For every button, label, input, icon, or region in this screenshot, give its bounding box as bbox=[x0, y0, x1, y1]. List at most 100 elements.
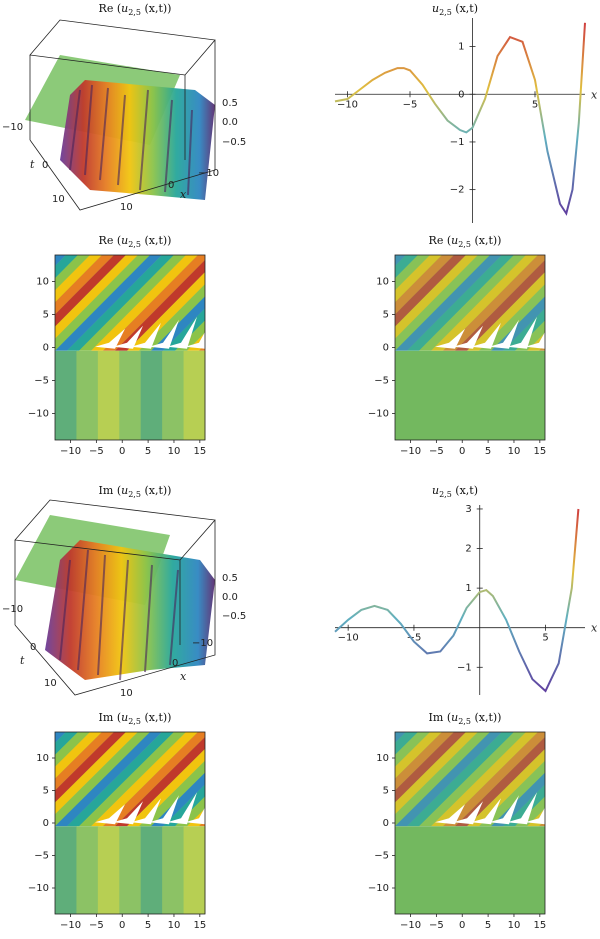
x-tick-label: −5 bbox=[429, 920, 444, 931]
white-spike bbox=[185, 331, 205, 349]
y-tick-label: 0 bbox=[383, 818, 389, 829]
stripe bbox=[103, 732, 205, 827]
stripe bbox=[275, 255, 382, 351]
y-tick-label: 1 bbox=[458, 42, 464, 53]
stripe bbox=[287, 255, 394, 351]
x-tick-label: −5 bbox=[89, 446, 104, 457]
stripe bbox=[295, 732, 402, 826]
stripe bbox=[0, 255, 30, 351]
y-tick-label: 0 bbox=[383, 343, 389, 354]
x-tick-label: 5 bbox=[485, 446, 491, 457]
stripe bbox=[563, 732, 600, 826]
stripe bbox=[259, 732, 366, 826]
p6-line-chart: −10 −5 5 3 2 1 −1 x bbox=[334, 504, 598, 695]
xtick-1: −10 bbox=[192, 638, 213, 649]
stripe bbox=[55, 732, 138, 815]
stripe bbox=[0, 732, 18, 826]
stripe bbox=[247, 732, 354, 826]
xtick-1: −10 bbox=[198, 168, 219, 179]
stripe bbox=[91, 255, 198, 351]
stripe bbox=[455, 736, 545, 827]
p3-heatmap: −10 −5 0 5 10 15 10 5 0 −5 −10 bbox=[0, 254, 390, 457]
lower-band bbox=[76, 350, 99, 440]
upper-region bbox=[0, 732, 402, 827]
ztick-2: 0.0 bbox=[222, 592, 238, 603]
ztick-2: 0.0 bbox=[222, 117, 238, 128]
xtick-3: 10 bbox=[120, 202, 133, 213]
stripe bbox=[55, 255, 78, 279]
stripe bbox=[55, 255, 114, 315]
xtick-2: 0 bbox=[172, 658, 178, 669]
stripe bbox=[395, 732, 406, 743]
ztick-1: 0.5 bbox=[222, 573, 238, 584]
ztick-3: −0.5 bbox=[222, 137, 246, 148]
x-tick-label: −10 bbox=[60, 446, 81, 457]
white-spike bbox=[507, 316, 537, 349]
stripe bbox=[539, 344, 545, 351]
stripe bbox=[55, 732, 66, 743]
lower-region bbox=[395, 350, 545, 440]
x-axis-label: x bbox=[591, 622, 598, 635]
y-tick-label: 3 bbox=[465, 504, 471, 515]
stripe bbox=[395, 255, 418, 279]
upper-region bbox=[0, 255, 390, 351]
x-tick-label: −10 bbox=[337, 99, 358, 110]
upper-region bbox=[251, 255, 545, 351]
white-spike bbox=[149, 795, 179, 825]
white-spike bbox=[507, 792, 537, 825]
lower-band bbox=[119, 826, 142, 914]
surface-box-edges bbox=[14, 499, 216, 696]
white-spike bbox=[525, 331, 545, 349]
lower-region bbox=[395, 826, 545, 914]
stripe bbox=[55, 732, 102, 779]
stripe bbox=[175, 320, 205, 351]
white-spike bbox=[113, 325, 143, 349]
y-tick-label: −5 bbox=[374, 376, 389, 387]
x-tick-label: 5 bbox=[145, 446, 151, 457]
stripe bbox=[55, 255, 138, 339]
panel4-title: Re (u2,5 (x,t)) bbox=[428, 234, 502, 250]
y-tick-label: 10 bbox=[36, 276, 49, 287]
y-tick-label: −1 bbox=[450, 137, 465, 148]
x-tick-label: 5 bbox=[532, 99, 538, 110]
white-spike bbox=[435, 328, 465, 349]
x-tick-label: 0 bbox=[119, 446, 125, 457]
y-tick-label: 5 bbox=[43, 786, 49, 797]
stripe bbox=[0, 255, 42, 351]
x-axis-label: x bbox=[180, 670, 187, 683]
x-tick-label: 0 bbox=[459, 920, 465, 931]
stripe bbox=[55, 732, 162, 827]
white-spike bbox=[113, 801, 143, 825]
stripe bbox=[163, 308, 205, 351]
ttick-1: −10 bbox=[2, 604, 23, 615]
stripe bbox=[239, 732, 346, 826]
stripe bbox=[211, 732, 318, 826]
stripe bbox=[479, 760, 545, 827]
stripe bbox=[395, 732, 502, 827]
y-tick-label: 0 bbox=[43, 343, 49, 354]
stripe bbox=[251, 255, 358, 351]
stripe bbox=[419, 255, 526, 351]
stripe bbox=[431, 732, 538, 827]
stripe bbox=[395, 732, 418, 755]
lower-band bbox=[55, 350, 77, 440]
x-axis-label: x bbox=[591, 88, 598, 101]
stripe bbox=[251, 732, 358, 826]
stripe bbox=[235, 732, 342, 826]
stripe bbox=[283, 255, 390, 351]
stripe bbox=[395, 255, 430, 291]
y-tick-label: 10 bbox=[376, 276, 389, 287]
x-tick-label: −5 bbox=[407, 633, 422, 644]
stripe bbox=[443, 255, 545, 351]
stripe bbox=[395, 732, 478, 815]
lower-band bbox=[55, 826, 77, 914]
white-spike bbox=[453, 325, 483, 349]
xtick-2: 0 bbox=[168, 180, 174, 191]
panel5-title: Im (u2,5 (x,t)) bbox=[98, 484, 172, 500]
stripe bbox=[55, 255, 162, 351]
stripe bbox=[55, 255, 126, 327]
stripe bbox=[287, 732, 394, 826]
x-tick-label: −5 bbox=[429, 446, 444, 457]
y-tick-label: 1 bbox=[465, 583, 471, 594]
